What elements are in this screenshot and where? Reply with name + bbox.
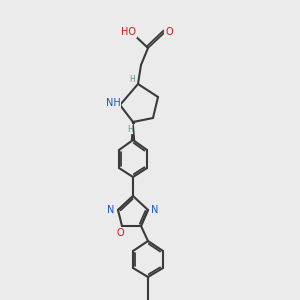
Text: O: O xyxy=(116,228,124,238)
Text: H: H xyxy=(127,124,133,134)
Text: HO: HO xyxy=(122,27,136,37)
Text: NH: NH xyxy=(106,98,120,108)
Text: N: N xyxy=(107,205,115,215)
Text: H: H xyxy=(129,74,135,83)
Text: O: O xyxy=(165,27,173,37)
Polygon shape xyxy=(131,122,134,140)
Text: N: N xyxy=(151,205,159,215)
